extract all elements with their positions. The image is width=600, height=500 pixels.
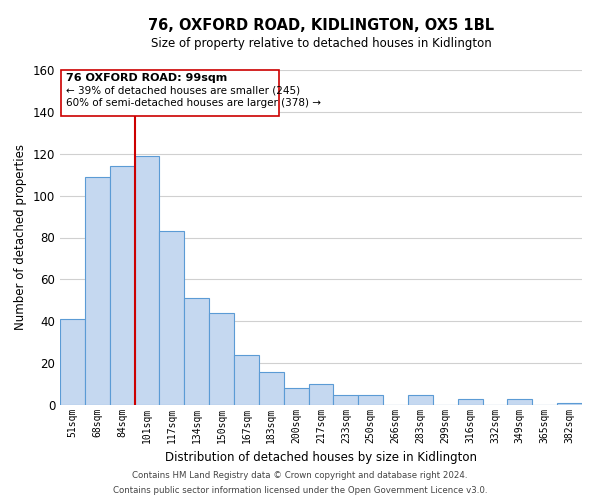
Bar	[234, 355, 259, 405]
Bar	[334, 394, 358, 405]
Bar	[508, 398, 532, 405]
Bar	[557, 403, 582, 405]
Bar	[458, 398, 482, 405]
Bar	[60, 319, 85, 405]
Text: 76 OXFORD ROAD: 99sqm: 76 OXFORD ROAD: 99sqm	[66, 73, 227, 83]
Text: 60% of semi-detached houses are larger (378) →: 60% of semi-detached houses are larger (…	[66, 98, 321, 108]
Bar	[408, 394, 433, 405]
Text: ← 39% of detached houses are smaller (245): ← 39% of detached houses are smaller (24…	[66, 86, 301, 96]
Bar	[209, 313, 234, 405]
Bar	[358, 394, 383, 405]
Text: Size of property relative to detached houses in Kidlington: Size of property relative to detached ho…	[151, 38, 491, 51]
Bar	[184, 298, 209, 405]
X-axis label: Distribution of detached houses by size in Kidlington: Distribution of detached houses by size …	[165, 452, 477, 464]
Bar	[160, 231, 184, 405]
Bar	[308, 384, 334, 405]
Text: 76, OXFORD ROAD, KIDLINGTON, OX5 1BL: 76, OXFORD ROAD, KIDLINGTON, OX5 1BL	[148, 18, 494, 32]
Bar	[259, 372, 284, 405]
Text: Contains public sector information licensed under the Open Government Licence v3: Contains public sector information licen…	[113, 486, 487, 495]
Bar	[110, 166, 134, 405]
Bar	[85, 177, 110, 405]
FancyBboxPatch shape	[61, 70, 279, 116]
Bar	[284, 388, 308, 405]
Y-axis label: Number of detached properties: Number of detached properties	[14, 144, 27, 330]
Bar	[134, 156, 160, 405]
Text: Contains HM Land Registry data © Crown copyright and database right 2024.: Contains HM Land Registry data © Crown c…	[132, 471, 468, 480]
